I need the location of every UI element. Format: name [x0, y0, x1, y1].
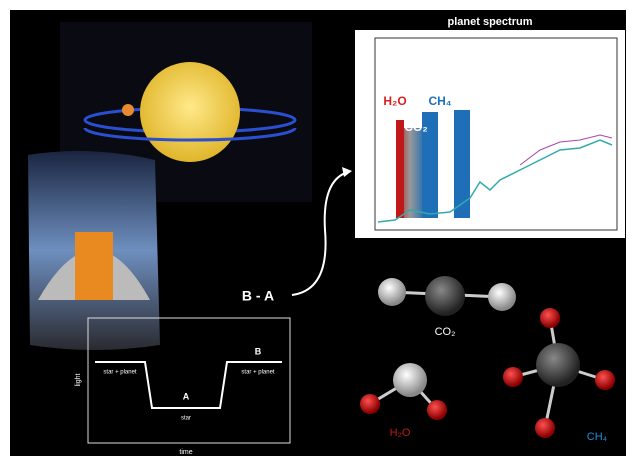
dip-label: A: [183, 391, 190, 401]
orbit-front: [83, 127, 297, 142]
band-label-ch4: CH₄: [428, 94, 451, 108]
h2o-band: [396, 120, 404, 218]
dip-sublabel: star: [181, 416, 191, 422]
arrow-head: [342, 167, 352, 177]
spectrum-title: planet spectrum: [448, 16, 533, 28]
spectrum-curve-2: [519, 134, 613, 166]
ch4-band: [422, 112, 438, 218]
atom-c: [536, 343, 580, 387]
atom-h: [503, 367, 523, 387]
plot-frame: [374, 37, 618, 231]
arrow-label: B - A: [242, 288, 274, 304]
band-label-h2o: H₂O: [383, 94, 406, 108]
right-label: B: [255, 346, 262, 356]
star: [140, 62, 240, 162]
molecule-label-h2o: H₂O: [390, 427, 411, 439]
right-sublabel: star + planet: [241, 370, 275, 376]
molecule-label-co2: CO₂: [435, 326, 456, 338]
spectrum-panel: [355, 30, 625, 238]
left-label: star + planet: [103, 370, 137, 376]
band-label-co2: CO₂: [404, 120, 427, 134]
atom-h: [427, 400, 447, 420]
atom-o: [488, 283, 516, 311]
atom-o: [393, 363, 427, 397]
planet: [122, 104, 134, 116]
light-curve-frame: [87, 317, 291, 444]
ch4-band-2: [454, 110, 470, 218]
x-axis-label: time: [179, 449, 192, 456]
atom-c: [425, 276, 465, 316]
molecule-label-ch4: CH₄: [587, 431, 608, 443]
atom-h: [360, 394, 380, 414]
arrow: [291, 171, 349, 296]
y-axis-label: light: [75, 374, 82, 387]
dome-slit: [75, 232, 113, 300]
light-curve: [95, 361, 282, 409]
atom-h: [535, 418, 555, 438]
atom-h: [595, 370, 615, 390]
spectrum-curve: [377, 139, 613, 223]
atom-h: [540, 308, 560, 328]
atom-o: [378, 278, 406, 306]
